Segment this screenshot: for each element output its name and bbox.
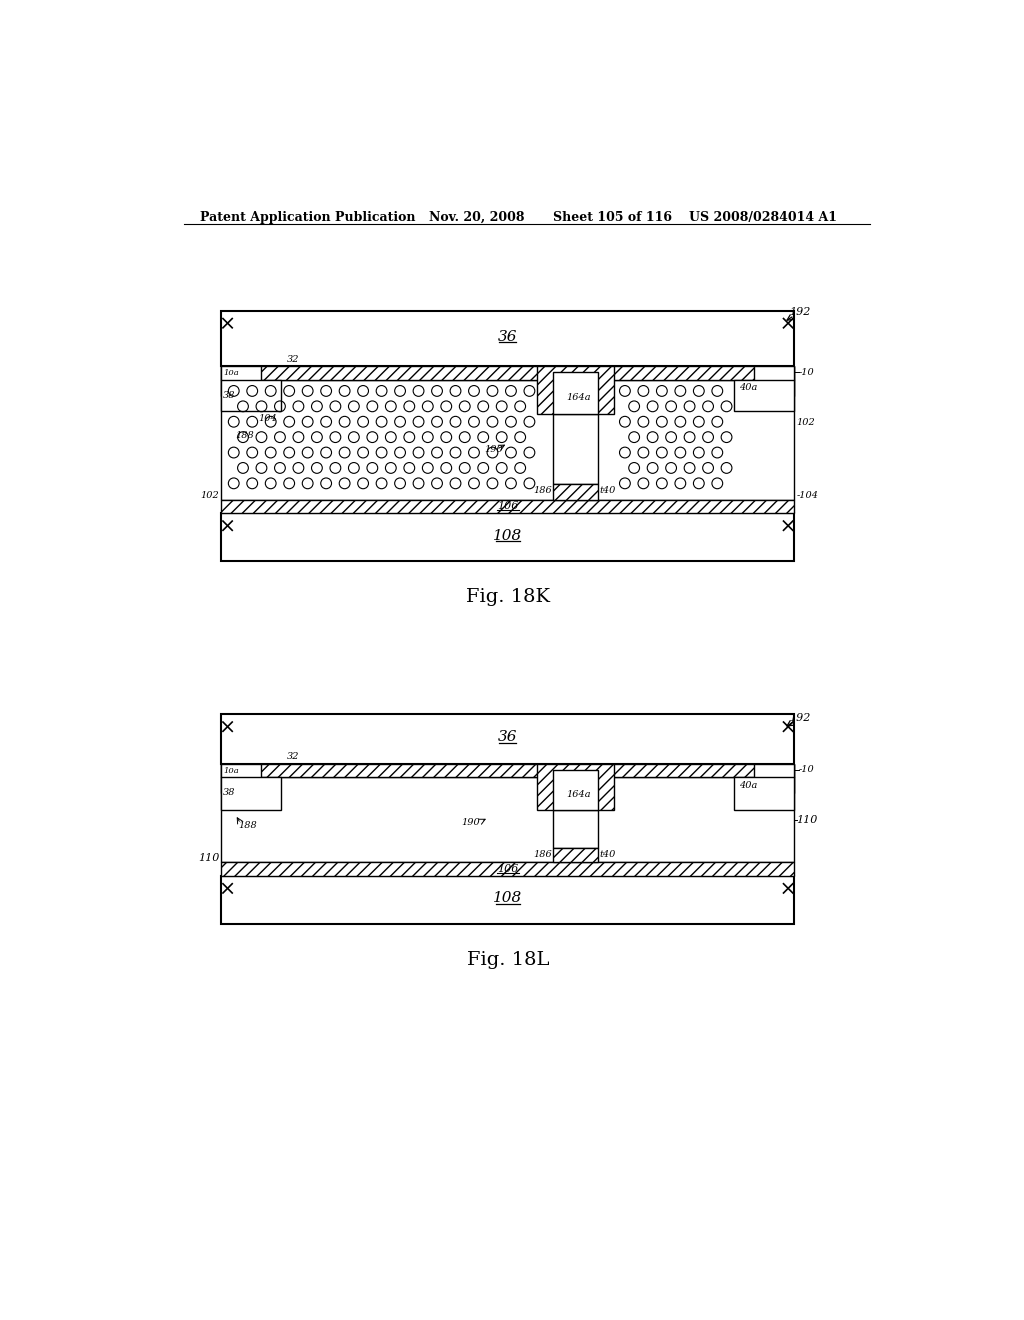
Text: 108: 108 [494,529,522,543]
Text: 164a: 164a [566,789,591,799]
Bar [553,770,598,809]
Text: 102: 102 [201,491,219,500]
Text: 190: 190 [484,445,504,454]
Bar [221,367,246,380]
Text: 110: 110 [198,853,219,863]
Text: t40: t40 [599,486,615,495]
Bar [221,763,261,793]
Bar [221,777,282,809]
Text: Nov. 20, 2008: Nov. 20, 2008 [429,211,525,224]
Text: 102: 102 [797,418,815,426]
Text: 36: 36 [498,730,517,744]
Bar [553,849,598,862]
Bar [553,414,598,484]
Text: 106: 106 [498,502,518,511]
Bar [553,484,598,499]
Bar [221,380,282,411]
Text: Patent Application Publication: Patent Application Publication [200,211,416,224]
Text: 164a: 164a [566,392,591,401]
Text: -10: -10 [799,766,815,775]
Text: 10a: 10a [223,767,239,775]
Text: 38: 38 [223,788,236,797]
Text: -104: -104 [797,491,818,500]
Text: 36: 36 [498,330,517,345]
Bar [734,777,795,809]
Bar [538,763,614,809]
Text: 186: 186 [534,486,552,495]
Text: Sheet 105 of 116: Sheet 105 of 116 [553,211,672,224]
Text: 10a: 10a [223,370,239,378]
Bar [221,312,795,367]
Bar [770,763,795,777]
Bar [221,513,795,561]
Text: 40a: 40a [739,780,758,789]
Text: 188: 188 [239,821,257,830]
Bar [221,367,795,380]
Bar [755,763,795,793]
Bar [538,367,614,414]
Text: Fig. 18K: Fig. 18K [466,589,550,606]
Bar [221,763,795,777]
Text: -10: -10 [799,368,815,378]
Text: Fig. 18L: Fig. 18L [467,950,549,969]
Text: 104: 104 [258,414,278,424]
Bar [553,810,598,849]
Text: 192: 192 [788,308,810,317]
Bar [755,367,795,396]
Bar [221,380,795,499]
Bar [221,499,795,513]
Bar [221,714,795,763]
Text: US 2008/0284014 A1: US 2008/0284014 A1 [689,211,837,224]
Bar [221,862,795,876]
Text: 190: 190 [462,817,480,826]
Text: 106: 106 [498,865,518,874]
Bar [734,380,795,411]
Bar [221,777,795,862]
Text: 40a: 40a [739,383,758,392]
Text: 192: 192 [788,713,810,723]
Text: 110: 110 [797,814,818,825]
Bar [221,763,246,777]
Bar [770,367,795,380]
Text: t40: t40 [599,850,615,859]
Text: 32: 32 [287,355,299,364]
Bar [553,372,598,414]
Bar [221,876,795,924]
Text: 38: 38 [223,391,236,400]
Text: 186: 186 [534,850,552,859]
Text: 188: 188 [236,432,254,440]
Text: 108: 108 [494,891,522,906]
Bar [221,367,261,396]
Text: 32: 32 [287,752,299,762]
